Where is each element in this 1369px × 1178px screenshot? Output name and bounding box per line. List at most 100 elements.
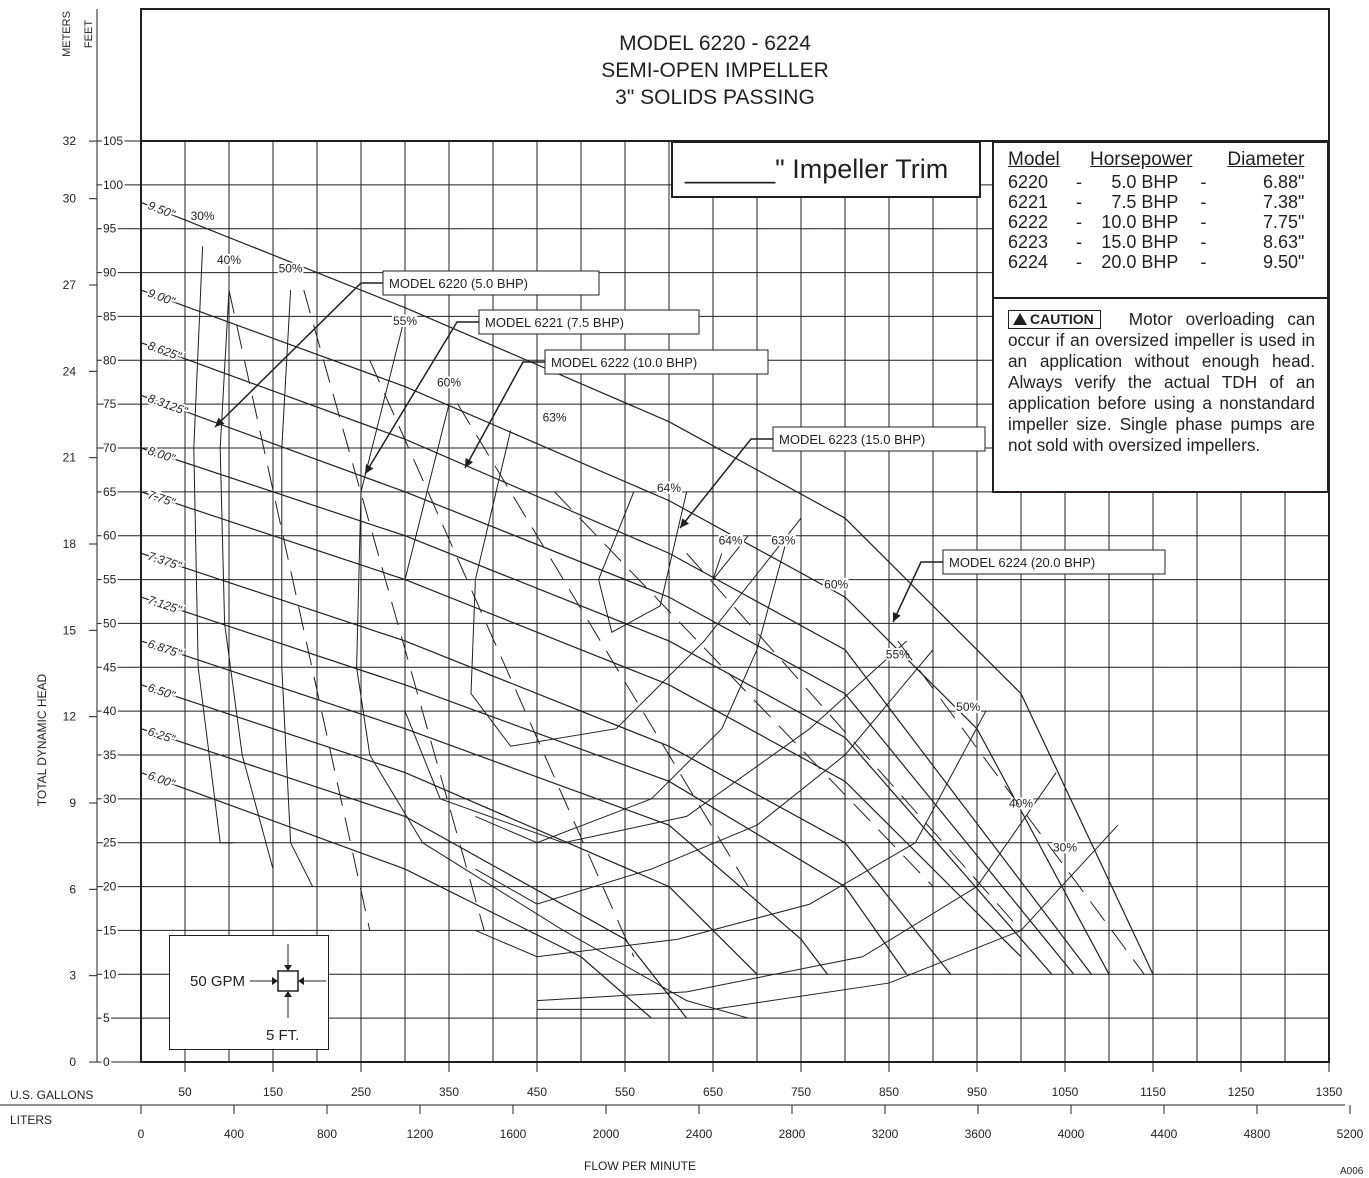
y-tick-label-meters: 9 [69,796,76,810]
model-callout-label: MODEL 6221 (7.5 BHP) [485,315,624,330]
x-axis-label: FLOW PER MINUTE [584,1159,696,1173]
header-horsepower: Horsepower [1090,149,1193,170]
impeller-diameter-label: 7.125" [146,593,184,617]
callout-arrow [892,612,901,622]
efficiency-label: 30% [1053,840,1077,854]
impeller-diameter-label: 6.00" [146,768,177,791]
model-table-cell: 6.88" [1263,172,1305,192]
callout-leader [214,282,383,428]
chart-title-line: MODEL 6220 - 6224 [619,32,811,55]
efficiency-curve [475,535,789,844]
x-tick-label-liters: 800 [317,1127,337,1141]
model-callout-box [772,426,986,452]
callout-leader [679,438,773,529]
y-tick-label-feet: 15 [103,923,117,937]
model-limit-line [369,360,635,957]
x-tick-label-gpm: 1150 [1140,1085,1166,1099]
trim-blank: ______ [685,154,776,184]
efficiency-label: 55% [393,314,417,328]
model-limit-line [897,640,1145,975]
x-tick-label-liters: 5200 [1337,1127,1364,1141]
impeller-curve [140,640,828,975]
impeller-curve [140,596,908,975]
legend-arrows-icon [250,944,326,1018]
y-tick-label-feet: 100 [103,178,123,192]
model-callout-label: MODEL 6224 (20.0 BHP) [949,555,1095,570]
x-tick-label-liters: 400 [224,1127,244,1141]
callout-arrow [680,518,689,528]
model-table-cell: - [1076,212,1082,232]
x-tick-label-gpm: 1050 [1052,1085,1079,1099]
model-table-cell: - [1200,252,1207,272]
y-tick-label-meters: 32 [63,134,77,148]
model-table-grid: Model Horsepower Diameter 6220-5.0 BHP -6… [1008,148,1304,272]
model-table-cell: 6221 [1008,192,1049,212]
y-tick-label-feet: 75 [103,397,117,411]
efficiency-label: 55% [886,648,910,662]
efficiency-label: 40% [217,253,241,267]
x-tick-label-gpm: 50 [178,1085,192,1099]
legend-ft: 5 FT. [266,1027,300,1044]
impeller-curve [140,771,652,1019]
impeller-curve [140,728,688,1019]
impeller-diameter-label: 8.3125" [146,391,190,418]
efficiency-curve [536,772,1057,1002]
impeller-diameter-label: 6.50" [146,680,177,702]
impeller-diameter-label: 6.875" [146,637,184,661]
y-tick-label-feet: 85 [103,309,117,323]
caution-badge-text: CAUTION [1030,311,1094,327]
y-tick-label-feet: 30 [103,792,117,806]
y-tick-label-meters: 15 [63,623,77,637]
y-tick-label-meters: 6 [69,882,76,896]
x-tick-label-liters: 1200 [407,1127,434,1141]
header-diameter: Diameter [1227,149,1305,170]
model-table-cell: - [1200,172,1207,192]
y-tick-label-meters: 12 [63,710,77,724]
impeller-curve [140,491,1022,958]
x-tick-label-liters: 2400 [686,1127,713,1141]
x-tick-label-gpm: 150 [263,1085,283,1099]
model-table-row: 6222-10.0 BHP -7.75" [1008,212,1304,232]
impeller-curve [140,289,1110,975]
efficiency-curve [193,246,234,844]
y-tick-label-meters: 18 [63,537,77,551]
efficiency-curve [470,430,802,747]
y-tick-label-meters: 3 [69,969,76,983]
model-callout-box [942,549,1166,575]
callout-leader [364,321,479,475]
model-table-cell: 6224 [1008,252,1049,272]
model-limit-line [554,491,934,887]
y-tick-label-meters: 30 [63,192,77,206]
impeller-curve [140,342,1092,975]
x-tick-label-liters: 1600 [500,1127,527,1141]
y-tick-label-feet: 65 [103,485,117,499]
x-tick-label-gpm: 550 [615,1085,635,1099]
y-tick-label-feet: 80 [103,353,117,367]
efficiency-label: 40% [1009,797,1033,811]
x-tick-label-liters: 3600 [965,1127,992,1141]
efficiency-label: 60% [437,376,461,390]
x-tick-label-liters: 4400 [1151,1127,1178,1141]
efficiency-curves: 30% 40% 50% 55% 60% 63% 64% 64% 63% 60% 55% 50% 40% 3… [189,207,1119,1019]
chart-title: MODEL 6220 - 6224 SEMI-OPEN IMPELLER 3" SO… [601,32,829,109]
impeller-curve [140,684,758,975]
y-tick-label-feet: 70 [103,441,117,455]
x-axis-gpm-name: U.S. GALLONS [10,1088,93,1102]
x-tick-label-liters: 2000 [593,1127,620,1141]
y-axis-label: TOTAL DYNAMIC HEAD [35,673,49,806]
impeller-curve [140,394,1075,975]
callout-arrow [465,458,474,468]
model-table-cell: 6222 [1008,212,1049,232]
x-tick-label-gpm: 850 [879,1085,899,1099]
model-table-cell: 6223 [1008,232,1049,252]
y-tick-label-meters: 24 [63,364,77,378]
x-tick-label-gpm: 450 [527,1085,547,1099]
y-tick-label-feet: 0 [103,1055,110,1069]
efficiency-curve [356,316,749,1019]
efficiency-curve [475,649,934,905]
model-table: Model Horsepower Diameter 6220-5.0 BHP -6… [992,141,1329,299]
impeller-curve [140,447,1053,975]
model-table-cell: 15.0 BHP [1101,232,1179,252]
y-tick-label-feet: 55 [103,573,117,587]
